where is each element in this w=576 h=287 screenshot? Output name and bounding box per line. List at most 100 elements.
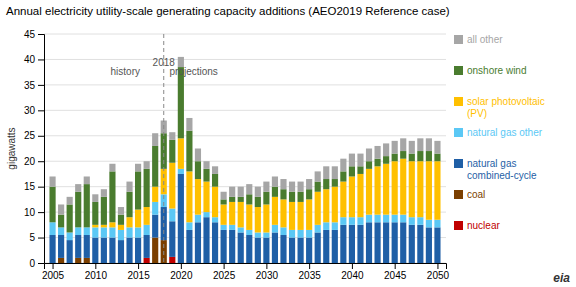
bar-segment: [195, 222, 201, 263]
legend-swatch: [454, 159, 463, 168]
grid-line: [44, 110, 446, 111]
legend-label-line: coal: [467, 189, 485, 200]
y-tick-mark: [38, 187, 44, 188]
bar-segment: [135, 210, 141, 228]
bar-segment: [409, 154, 415, 162]
bar-segment: [238, 197, 244, 202]
bar-segment: [101, 225, 107, 228]
y-tick-label: 40: [24, 54, 36, 65]
bar-segment: [109, 171, 115, 222]
bar-segment: [186, 222, 192, 230]
bar-segment: [195, 215, 201, 223]
legend-label: natural gascombined-cycle: [467, 158, 537, 181]
bar-segment: [374, 159, 380, 167]
x-tick-label: 2045: [384, 270, 407, 281]
bar-segment: [75, 192, 81, 228]
bar-segment: [186, 131, 192, 172]
series: [49, 169, 440, 240]
bar-segment: [212, 222, 218, 263]
bar-segment: [229, 197, 235, 202]
x-tick-label: 2015: [127, 270, 150, 281]
bar-segment: [340, 171, 346, 181]
bar-segment: [400, 159, 406, 215]
bar-segment: [144, 258, 150, 263]
bar-segment: [280, 179, 286, 189]
bar-segment: [255, 207, 261, 232]
legend-swatch: [454, 190, 463, 199]
bar-segment: [340, 225, 346, 263]
bar-segment: [229, 202, 235, 225]
x-tick: 2035: [299, 263, 322, 281]
bar-segment: [383, 164, 389, 215]
bar-segment: [75, 235, 81, 258]
bar-segment: [246, 194, 252, 204]
bar-segment: [383, 143, 389, 156]
bar-segment: [229, 225, 235, 230]
bar-segment: [434, 220, 440, 228]
bar-segment: [195, 149, 201, 162]
bar-segment: [67, 204, 73, 232]
bar-segment: [144, 169, 150, 207]
bar-segment: [298, 192, 304, 202]
annotation: projections: [170, 66, 218, 77]
bar-segment: [332, 166, 338, 179]
bar-segment: [298, 202, 304, 230]
bar-segment: [366, 215, 372, 223]
bar-segment: [417, 217, 423, 225]
bar-segment: [434, 161, 440, 220]
bar-segment: [332, 230, 338, 263]
bar-segment: [118, 207, 124, 215]
bar-segment: [280, 227, 286, 235]
y-tick-mark: [38, 212, 44, 213]
grid-line: [44, 34, 446, 35]
y-tick: 20: [24, 156, 44, 167]
x-tick-mark: [224, 263, 225, 269]
bar-segment: [357, 225, 363, 263]
bar-segment: [426, 151, 432, 161]
legend-item: solar photovoltaic(PV): [454, 96, 545, 119]
bar-segment: [383, 222, 389, 263]
bar-segment: [298, 182, 304, 192]
y-tick-mark: [38, 85, 44, 86]
x-tick-label: 2030: [256, 270, 279, 281]
legend-label-line: combined-cycle: [467, 170, 537, 181]
y-tick: 25: [24, 130, 44, 141]
bar-segment: [409, 225, 415, 263]
bar-segment: [84, 184, 90, 227]
bar-segment: [84, 227, 90, 235]
bar-segment: [203, 161, 209, 169]
bar-segment: [366, 149, 372, 162]
bar-segment: [58, 215, 64, 228]
bar-segment: [49, 176, 55, 186]
bar-segment: [374, 215, 380, 223]
bar-segment: [357, 154, 363, 167]
x-tick-mark: [437, 263, 438, 269]
x-tick-mark: [266, 263, 267, 269]
legend-label: onshore wind: [467, 65, 526, 76]
legend-label-line: nuclear: [467, 220, 500, 231]
bar-segment: [238, 227, 244, 232]
bar-segment: [126, 192, 132, 217]
bar-segment: [186, 230, 192, 263]
bar-segment: [221, 199, 227, 204]
bar-segment: [417, 225, 423, 263]
bar-segment: [426, 161, 432, 220]
bar-segment: [315, 182, 321, 192]
bar-segment: [289, 238, 295, 263]
legend-label: natural gas other: [467, 127, 543, 138]
bar-segment: [366, 222, 372, 263]
legend-label-line: all other: [467, 34, 503, 45]
bar-segment: [203, 217, 209, 263]
bar-segment: [178, 138, 184, 169]
x-tick-mark: [181, 263, 182, 269]
bar-segment: [417, 138, 423, 151]
bar-segment: [255, 238, 261, 263]
bar-segment: [306, 189, 312, 199]
legend-label: solar photovoltaic(PV): [467, 96, 545, 119]
bar-segment: [58, 204, 64, 214]
y-tick-mark: [38, 238, 44, 239]
x-tick-mark: [95, 263, 96, 269]
legend-item: nuclear: [454, 220, 500, 231]
legend-item: all other: [454, 34, 503, 45]
bar-segment: [92, 194, 98, 202]
